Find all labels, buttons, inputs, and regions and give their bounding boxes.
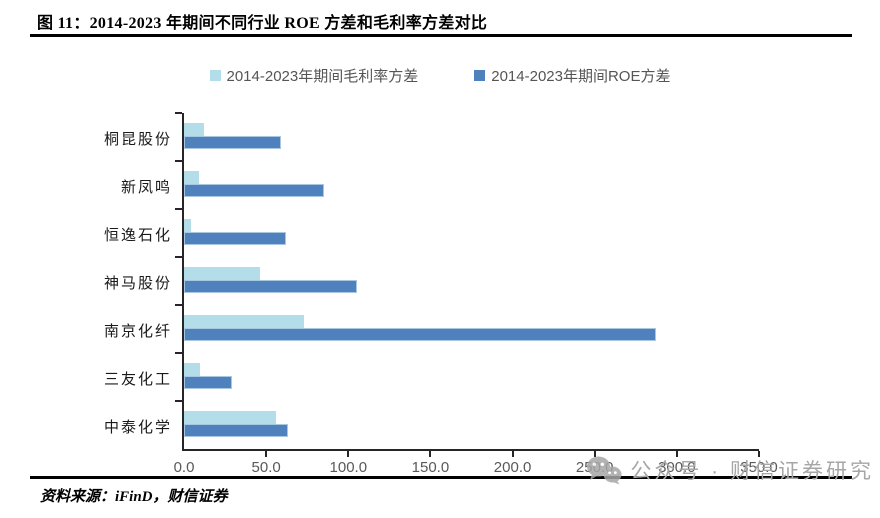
bar-gross-margin-variance [184,170,199,184]
bar-roe-variance [184,280,357,293]
category-label: 中泰化学 [103,420,172,436]
x-tick-label: 350.0 [740,459,778,476]
x-axis-tick [593,451,596,457]
y-axis-tick [175,304,182,306]
bar-roe-variance [184,232,286,245]
bar-roe-variance [184,424,288,437]
chart-legend: 2014-2023年期间毛利率方差 2014-2023年期间ROE方差 [0,65,880,86]
title-divider-line [30,34,852,37]
bar-gross-margin-variance [184,410,276,424]
bar-gross-margin-variance [184,362,201,376]
x-axis-tick [347,451,350,457]
watermark: 公众号 · 财信证券研究 [586,455,874,485]
bar-roe-variance [184,136,281,149]
legend-swatch-roe [474,70,486,81]
bar-gross-margin-variance [184,122,204,136]
x-axis-tick [675,451,678,457]
bar-roe-variance [184,328,656,341]
x-tick-label: 50.0 [251,459,281,476]
data-source-note: 资料来源：iFinD，财信证券 [40,489,228,505]
bar-roe-variance [184,184,324,197]
x-tick-label: 0.0 [173,459,195,476]
x-tick-label: 150.0 [411,459,450,476]
wechat-icon [587,456,622,485]
x-axis-tick [758,451,760,457]
category-label: 恒逸石化 [103,228,172,244]
legend-swatch-gross-margin [209,70,221,81]
footer-divider-line [30,476,852,479]
y-axis-tick [175,160,182,162]
y-axis-tick [175,400,182,402]
y-axis-tick [175,352,182,354]
watermark-text: 公众号 · 财信证券研究 [630,460,874,483]
legend-item-gross-margin-variance: 2014-2023年期间毛利率方差 [209,65,419,86]
legend-item-roe-variance: 2014-2023年期间ROE方差 [474,65,670,86]
legend-label-roe: 2014-2023年期间ROE方差 [491,68,671,85]
bar-roe-variance [184,376,232,389]
category-label: 南京化纤 [103,324,172,340]
x-axis-tick [511,451,514,457]
category-label: 桐昆股份 [103,132,172,148]
y-axis-tick [175,256,182,258]
x-tick-label: 300.0 [658,459,696,476]
bar-gross-margin-variance [184,218,191,232]
y-axis-tick [175,112,182,114]
category-label: 神马股份 [103,276,172,292]
legend-label-gross-margin: 2014-2023年期间毛利率方差 [226,68,419,85]
y-axis-tick [175,208,182,210]
bar-gross-margin-variance [184,266,260,280]
x-axis-tick [265,451,268,457]
category-label: 三友化工 [103,372,172,388]
x-axis-tick [429,451,432,457]
x-tick-label: 100.0 [329,459,368,476]
category-label: 新凤鸣 [120,180,172,196]
x-tick-label: 200.0 [493,459,532,476]
figure-title: 图 11：2014-2023 年期间不同行业 ROE 方差和毛利率方差对比 [37,15,488,32]
plot-area: 桐昆股份新凤鸣恒逸石化神马股份南京化纤三友化工中泰化学 0.0 50.0 100.0 1… [104,112,778,476]
bar-gross-margin-variance [184,314,304,328]
